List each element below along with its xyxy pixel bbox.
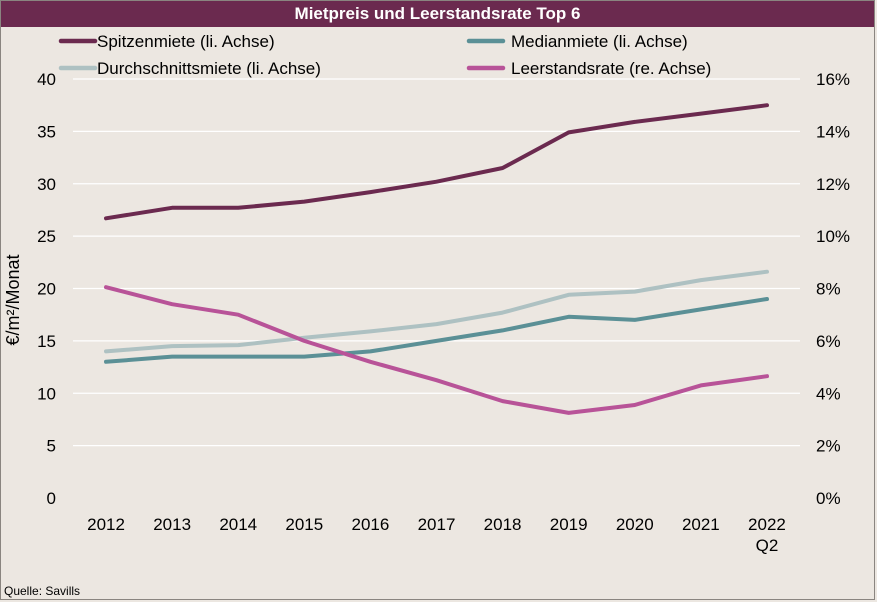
y-right-tick-label: 6% <box>816 332 841 351</box>
legend: Spitzenmiete (li. Achse) Medianmiete (li.… <box>58 32 711 78</box>
x-tick-label: 2015 <box>285 515 323 534</box>
series-line-1 <box>104 297 769 364</box>
y-right-tick-label: 0% <box>816 489 841 508</box>
y-left-tick-label: 5 <box>47 437 56 456</box>
x-tick-label: 2020 <box>616 515 654 534</box>
x-tick-label: 2021 <box>682 515 720 534</box>
x-tick-label: 2014 <box>219 515 257 534</box>
grid-lines <box>73 78 800 447</box>
x-tick-label: 2017 <box>418 515 456 534</box>
y-left-tick-label: 30 <box>37 175 56 194</box>
y-axis-right: 0% 2% 4% 6% 8% 10% 12% 14% 16% <box>816 70 850 508</box>
y-left-tick-label: 40 <box>37 70 56 89</box>
y-left-tick-label: 20 <box>37 280 56 299</box>
legend-label: Medianmiete (li. Achse) <box>511 32 688 51</box>
y-left-tick-label: 15 <box>37 332 56 351</box>
y-right-tick-label: 4% <box>816 384 841 403</box>
y-right-tick-label: 10% <box>816 227 850 246</box>
x-tick-label: 2013 <box>153 515 191 534</box>
x-tick-label: 2016 <box>351 515 389 534</box>
x-tick-label: 2012 <box>87 515 125 534</box>
y-right-tick-label: 14% <box>816 122 850 141</box>
x-tick-label: Q2 <box>756 536 779 555</box>
series-line-0 <box>104 103 769 221</box>
series-line-2 <box>104 269 769 354</box>
legend-label: Spitzenmiete (li. Achse) <box>97 32 275 51</box>
y-axis-label: €/m²/Monat <box>3 254 23 345</box>
y-left-tick-label: 35 <box>37 122 56 141</box>
y-left-tick-label: 25 <box>37 227 56 246</box>
chart-title: Mietpreis und Leerstandsrate Top 6 <box>1 1 874 27</box>
y-left-tick-label: 0 <box>47 489 56 508</box>
legend-label: Durchschnittsmiete (li. Achse) <box>97 59 321 78</box>
x-tick-label: 2022 <box>748 515 786 534</box>
legend-label: Leerstandsrate (re. Achse) <box>511 59 711 78</box>
series-line-3 <box>104 285 769 415</box>
y-left-tick-label: 10 <box>37 384 56 403</box>
x-tick-label: 2018 <box>484 515 522 534</box>
x-axis: 2012 2013 2014 2015 2016 2017 2018 2019 2020 2021… <box>87 515 786 555</box>
series-lines <box>104 103 769 415</box>
y-axis-left: 0 5 10 15 20 25 30 35 40 <box>37 70 56 508</box>
x-tick-label: 2019 <box>550 515 588 534</box>
y-right-tick-label: 2% <box>816 437 841 456</box>
y-right-tick-label: 12% <box>816 175 850 194</box>
y-right-tick-label: 16% <box>816 70 850 89</box>
y-right-tick-label: 8% <box>816 280 841 299</box>
source-note: Quelle: Savills <box>4 584 81 598</box>
